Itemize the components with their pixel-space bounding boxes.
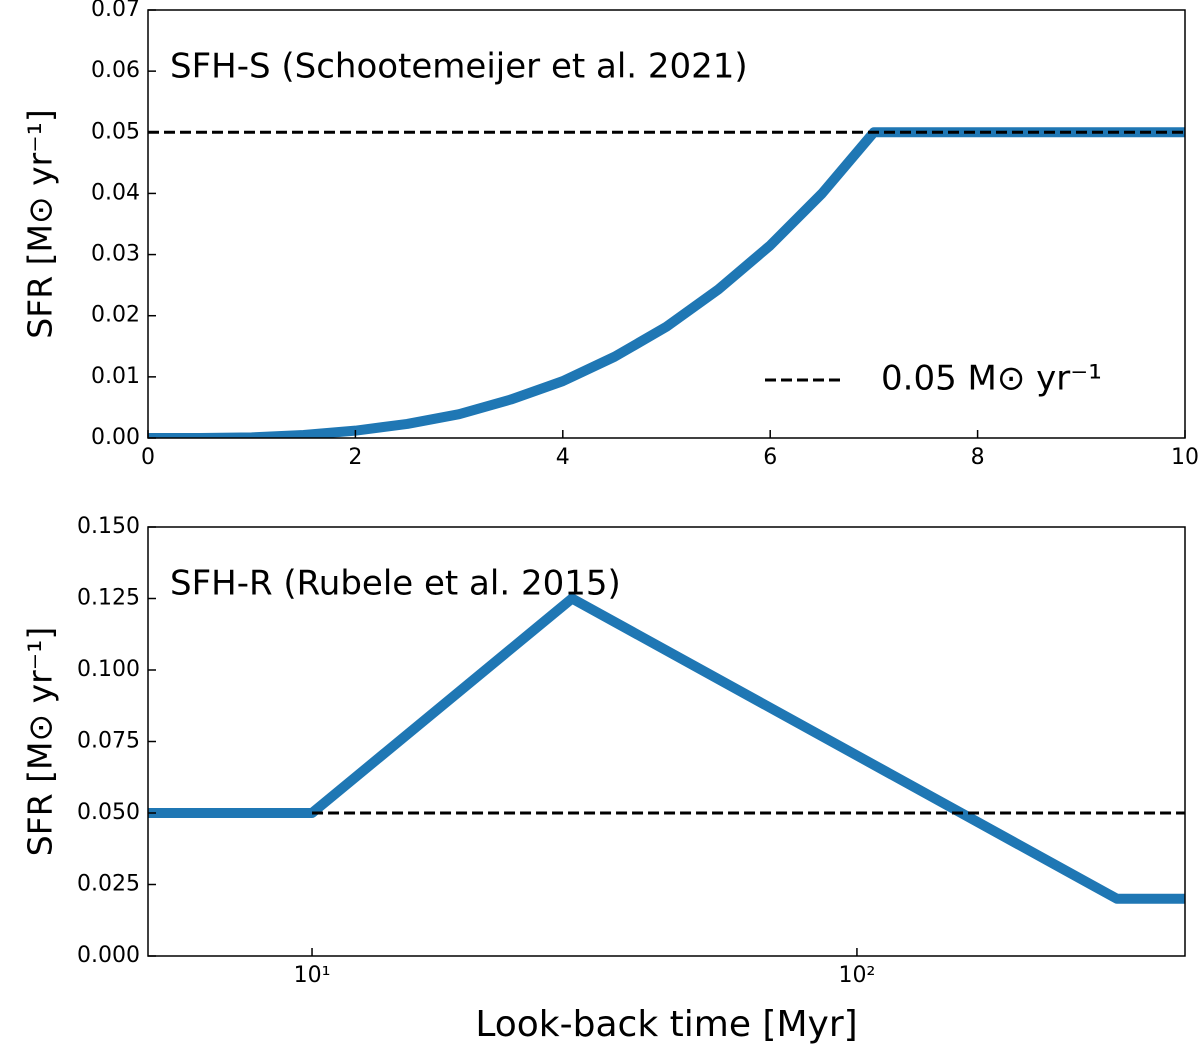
- y-tick-label: 0.01: [91, 364, 140, 389]
- data-line: [148, 593, 1185, 904]
- y-tick-label: 0.125: [77, 586, 140, 611]
- legend-label: 0.05 M⊙ yr⁻¹: [881, 359, 1102, 399]
- annotation: SFH-S (Schootemeijer et al. 2021): [170, 47, 748, 87]
- y-axis-label: SFR [M⊙ yr⁻¹]: [21, 109, 60, 338]
- x-tick-label: 10: [1171, 445, 1199, 470]
- panel: 0.000 0.025 0.050 0.075 0.100 0.125 0.150 10¹ 10…: [21, 514, 1186, 1045]
- plot-area: [148, 593, 1185, 904]
- y-tick-label: 0.075: [77, 729, 140, 754]
- y-axis-label: SFR [M⊙ yr⁻¹]: [21, 627, 60, 856]
- plot-area: [148, 127, 1185, 438]
- y-tick-label: 0.07: [91, 0, 140, 22]
- x-tick-label: 2: [348, 445, 362, 470]
- y-tick-label: 0.04: [91, 180, 140, 205]
- y-tick-label: 0.150: [77, 514, 140, 539]
- y-tick-label: 0.05: [91, 119, 140, 144]
- y-tick-label: 0.025: [77, 872, 140, 897]
- x-tick-label: 8: [971, 445, 985, 470]
- y-tick-label: 0.03: [91, 242, 140, 267]
- y-tick-label: 0.00: [91, 425, 140, 450]
- y-tick-label: 0.02: [91, 303, 140, 328]
- x-tick-label: 6: [763, 445, 777, 470]
- panel: 0.00 0.01 0.02 0.03 0.04 0.05 0.06 0.07 0 2 4 6 8 10 S…: [21, 0, 1200, 470]
- y-tick-label: 0.000: [77, 943, 140, 968]
- x-tick-label: 0: [141, 445, 155, 470]
- x-tick-label: 4: [556, 445, 570, 470]
- annotation: SFH-R (Rubele et al. 2015): [170, 564, 621, 604]
- x-tick-label: 10¹: [294, 963, 331, 988]
- y-tick-label: 0.050: [77, 800, 140, 825]
- axes-frame: [147, 9, 1186, 439]
- y-tick-label: 0.06: [91, 58, 140, 83]
- y-tick-label: 0.100: [77, 657, 140, 682]
- x-axis-label: Look-back time [Myr]: [475, 1004, 857, 1045]
- x-tick-label: 10²: [839, 963, 876, 988]
